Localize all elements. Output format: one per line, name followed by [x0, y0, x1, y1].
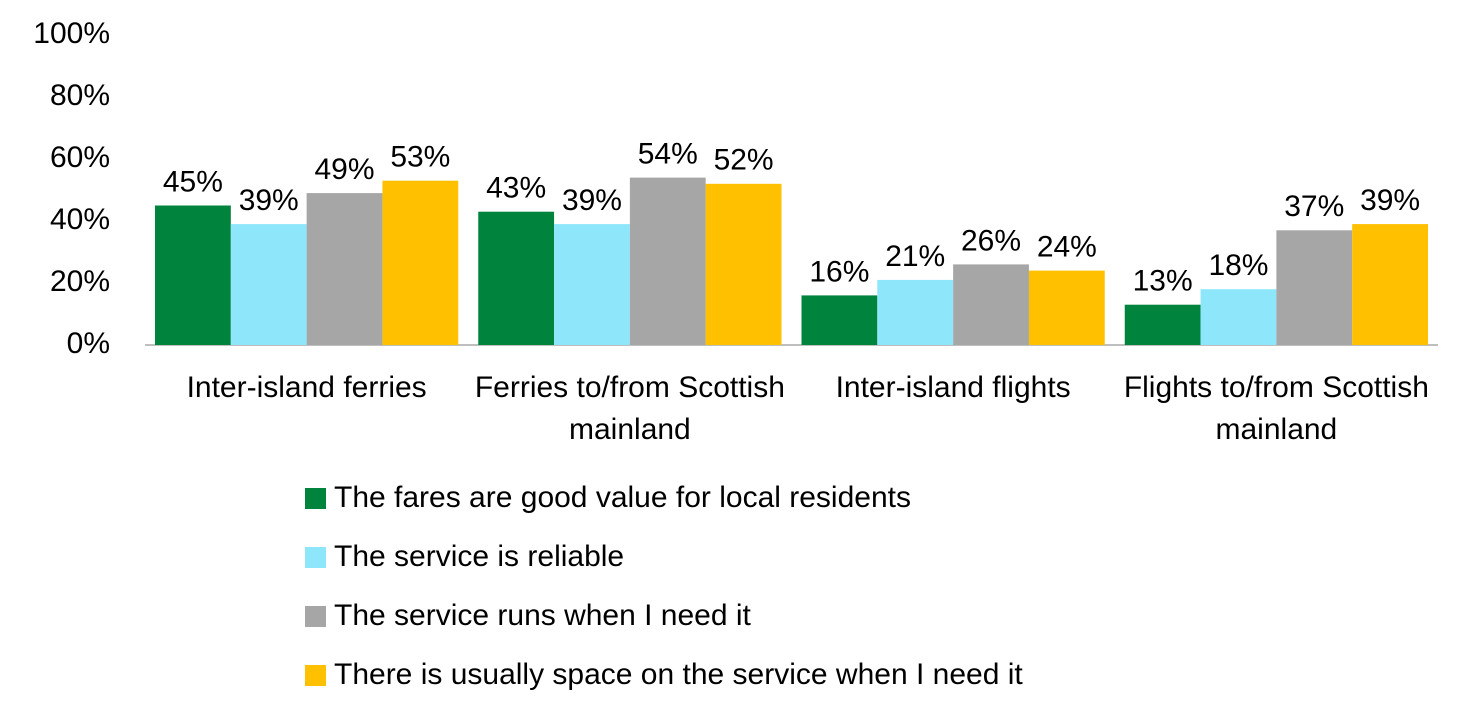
- value-label: 52%: [714, 144, 774, 177]
- value-label: 26%: [961, 224, 1021, 257]
- legend-entry: The service runs when I need it: [305, 596, 751, 636]
- bar: [1200, 289, 1277, 345]
- bar: [478, 211, 555, 345]
- bar: [705, 183, 782, 345]
- legend-swatch: [305, 665, 326, 686]
- legend-swatch: [305, 547, 326, 568]
- bar: [1352, 224, 1428, 345]
- value-label: 37%: [1284, 190, 1344, 223]
- y-tick-label: 20%: [50, 265, 110, 298]
- bar: [230, 224, 307, 345]
- legend-swatch: [305, 606, 326, 627]
- value-label: 49%: [315, 153, 375, 186]
- legend-label: There is usually space on the service wh…: [334, 658, 1023, 691]
- x-tick-label: Ferries to/from Scottish mainland: [474, 371, 785, 446]
- y-tick-label: 0%: [67, 327, 110, 360]
- value-label: 53%: [390, 141, 450, 174]
- bar: [1028, 270, 1105, 345]
- y-tick-label: 60%: [50, 141, 110, 174]
- bar: [1276, 230, 1353, 345]
- bar: [155, 205, 231, 345]
- legend-swatch: [305, 488, 326, 509]
- bar: [953, 264, 1029, 345]
- legend-label: The service runs when I need it: [334, 599, 751, 632]
- x-tick-label: Inter-island ferries: [186, 371, 427, 404]
- legend-entry: The fares are good value for local resid…: [305, 478, 911, 518]
- value-label: 39%: [1360, 184, 1420, 217]
- legend-label: The service is reliable: [334, 540, 625, 573]
- value-label: 16%: [809, 255, 869, 288]
- bar: [382, 180, 459, 345]
- value-label: 18%: [1208, 249, 1268, 282]
- y-tick-label: 40%: [50, 203, 110, 236]
- legend-entry: The service is reliable: [305, 537, 624, 577]
- value-label: 39%: [239, 184, 299, 217]
- value-label: 13%: [1133, 265, 1193, 298]
- bar: [1124, 304, 1201, 345]
- x-tick-label: Inter-island flights: [835, 371, 1071, 404]
- y-tick-label: 80%: [50, 79, 110, 112]
- bar: [306, 193, 383, 345]
- value-label: 39%: [562, 184, 622, 217]
- y-tick-label: 100%: [33, 17, 110, 50]
- bar: [554, 224, 630, 345]
- bar: [629, 177, 706, 345]
- bar: [877, 279, 954, 345]
- legend-label: The fares are good value for local resid…: [334, 481, 911, 514]
- x-tick-label: Flights to/from Scottish mainland: [1123, 371, 1429, 446]
- value-label: 54%: [638, 138, 698, 171]
- value-label: 43%: [486, 172, 546, 205]
- bar: [801, 295, 878, 345]
- value-label: 21%: [885, 240, 945, 273]
- value-label: 45%: [163, 165, 223, 198]
- legend-entry: There is usually space on the service wh…: [305, 655, 1023, 695]
- value-label: 24%: [1037, 231, 1097, 264]
